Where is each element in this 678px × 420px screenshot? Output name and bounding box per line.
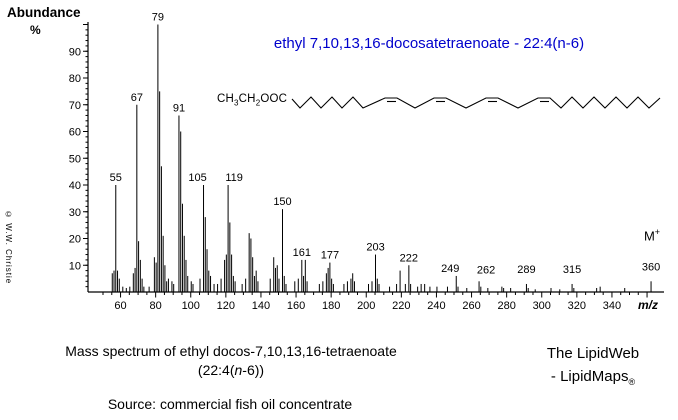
x-tick-label: 280	[497, 300, 515, 312]
x-tick-label: 200	[357, 300, 375, 312]
peak-label: 289	[517, 264, 535, 276]
peak-label: 315	[563, 264, 581, 276]
x-tick-label: 240	[427, 300, 445, 312]
peak-label: 119	[225, 172, 243, 184]
x-tick-label: 100	[182, 300, 200, 312]
y-tick-label: 60	[69, 127, 81, 139]
spectrum-plot: 10 20 30 40 50 60 70 80 90 60 80 100 120 140 160 180 200…	[69, 12, 664, 312]
y-tick-label: 40	[69, 180, 81, 192]
x-tick-label: 60	[114, 300, 126, 312]
peak-label: 91	[173, 102, 185, 114]
y-axis-unit: %	[30, 23, 41, 37]
peak-label: 177	[321, 250, 339, 262]
x-tick-label: 180	[322, 300, 340, 312]
peak-label: 105	[188, 172, 206, 184]
x-tick-label: 140	[252, 300, 270, 312]
y-tick-label: 20	[69, 234, 81, 246]
x-tick-label: 160	[287, 300, 305, 312]
y-tick-label: 70	[69, 100, 81, 112]
x-axis-unit-label: m/z	[638, 298, 658, 312]
x-tick-label: 80	[150, 300, 162, 312]
ester-formula-text: CH3CH2OOC	[217, 93, 288, 108]
lipidweb-credit-line2: - LipidMaps®	[550, 368, 636, 387]
peak-label: 203	[366, 242, 384, 254]
molecular-ion-label: M+	[643, 227, 661, 244]
x-tick-label: 120	[217, 300, 235, 312]
caption-line1: Mass spectrum of ethyl docos-7,10,13,16-…	[65, 343, 397, 359]
chart-title: ethyl 7,10,13,16-docosatetraenoate - 22:…	[273, 35, 585, 52]
y-tick-label: 30	[69, 207, 81, 219]
peak-label: 67	[131, 92, 143, 104]
y-tick-label: 10	[69, 260, 81, 272]
x-tick-label: 320	[568, 300, 586, 312]
copyright-watermark: © W.W. Christie	[4, 210, 13, 285]
x-tick-label: 220	[392, 300, 410, 312]
peak-label: 150	[273, 196, 291, 208]
x-tick-label: 300	[533, 300, 551, 312]
lipidweb-credit-line1: The LipidWeb	[546, 345, 640, 362]
y-tick-label: 50	[69, 153, 81, 165]
x-tick-label: 340	[603, 300, 621, 312]
source-note: Source: commercial fish oil concentrate	[107, 396, 353, 412]
y-axis-title: Abundance	[7, 5, 81, 20]
y-tick-label: 80	[69, 73, 81, 85]
peak-label: 222	[400, 252, 418, 264]
peak-label: 249	[441, 263, 459, 275]
peak-label: 161	[293, 247, 311, 259]
peak-label: 55	[110, 172, 122, 184]
x-tick-label: 260	[462, 300, 480, 312]
peak-label: 79	[152, 12, 164, 24]
molecule-skeleton	[291, 96, 661, 109]
peak-label: 262	[477, 264, 495, 276]
peak-label: 360	[642, 261, 660, 273]
y-tick-label: 90	[69, 46, 81, 58]
caption-line2: (22:4(n-6))	[197, 362, 265, 378]
